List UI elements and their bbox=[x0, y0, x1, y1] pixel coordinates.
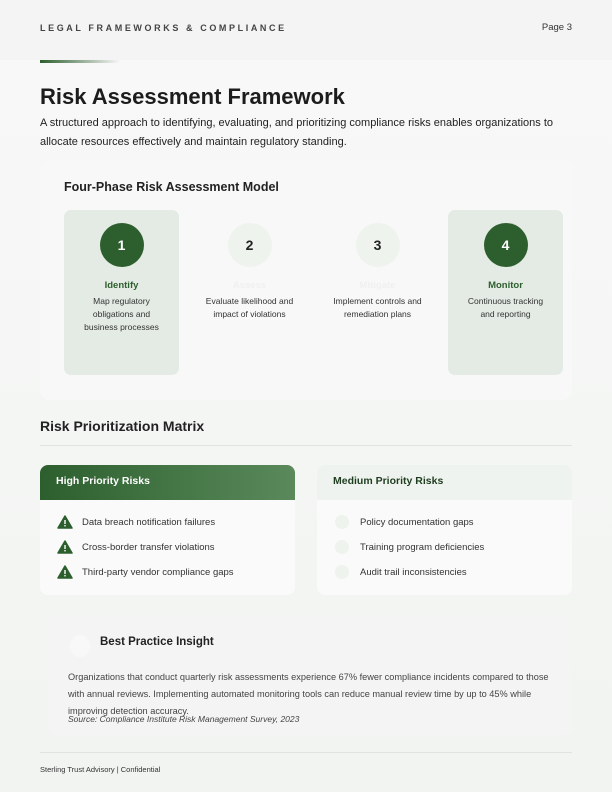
info-circle-icon bbox=[335, 565, 349, 579]
medium-priority-title: Medium Priority Risks bbox=[317, 465, 572, 500]
insight-text: Organizations that conduct quarterly ris… bbox=[68, 672, 549, 716]
footer-divider bbox=[40, 752, 572, 753]
risk-model-card: Four-Phase Risk Assessment Model 1 Ident… bbox=[40, 160, 572, 400]
phase-label: Mitigate bbox=[359, 280, 396, 291]
risk-item-label: Audit trail inconsistencies bbox=[360, 566, 467, 578]
insight-card: Best Practice Insight Organizations that… bbox=[48, 615, 572, 735]
risk-item: Audit trail inconsistencies bbox=[334, 565, 572, 579]
page-header: LEGAL FRAMEWORKS & COMPLIANCE Page 3 bbox=[0, 0, 612, 60]
matrix-title: Risk Prioritization Matrix bbox=[40, 418, 205, 434]
phase-card: 3 Mitigate Implement controls and remedi… bbox=[320, 210, 435, 375]
risk-item-label: Cross-border transfer violations bbox=[82, 541, 215, 553]
page-title: Risk Assessment Framework bbox=[40, 84, 345, 109]
phase-description: Implement controls and remediation plans bbox=[333, 296, 422, 319]
risk-item-label: Third-party vendor compliance gaps bbox=[82, 566, 234, 578]
phase-description: Map regulatory obligations and business … bbox=[84, 296, 159, 332]
phase-card: 4 Monitor Continuous tracking and report… bbox=[448, 210, 563, 375]
insight-title: Best Practice Insight bbox=[100, 636, 214, 648]
phase-number: 4 bbox=[483, 223, 528, 267]
risk-item: Third-party vendor compliance gaps bbox=[57, 565, 295, 579]
risk-item: Policy documentation gaps bbox=[334, 515, 572, 529]
phase-card: 2 Assess Evaluate likelihood and impact … bbox=[192, 210, 307, 375]
phase-label: Assess bbox=[232, 280, 267, 291]
insight-source: Source: Compliance Institute Risk Manage… bbox=[68, 714, 300, 724]
info-circle-icon bbox=[335, 540, 349, 554]
medium-priority-panel: Medium Priority Risks Policy documentati… bbox=[317, 465, 572, 595]
phase-number: 2 bbox=[227, 223, 272, 267]
risk-item-label: Training program deficiencies bbox=[360, 541, 485, 553]
info-circle-icon bbox=[335, 515, 349, 529]
phase-card: 1 Identify Map regulatory obligations an… bbox=[64, 210, 179, 375]
phase-label: Identify bbox=[104, 280, 139, 291]
risk-item-label: Policy documentation gaps bbox=[360, 516, 474, 528]
high-priority-panel: High Priority Risks Data breach notifica… bbox=[40, 465, 295, 595]
warning-triangle-icon bbox=[57, 540, 73, 554]
phase-label: Monitor bbox=[488, 280, 523, 291]
intro-text: A structured approach to identifying, ev… bbox=[40, 117, 554, 148]
model-title: Four-Phase Risk Assessment Model bbox=[64, 180, 279, 194]
lightbulb-icon bbox=[70, 635, 90, 657]
warning-triangle-icon bbox=[57, 515, 73, 529]
risk-item: Training program deficiencies bbox=[334, 540, 572, 554]
divider bbox=[40, 445, 572, 446]
risk-item: Data breach notification failures bbox=[57, 515, 295, 529]
risk-item: Cross-border transfer violations bbox=[57, 540, 295, 554]
phase-description: Evaluate likelihood and impact of violat… bbox=[205, 296, 294, 319]
warning-triangle-icon bbox=[57, 565, 73, 579]
header-title: LEGAL FRAMEWORKS & COMPLIANCE bbox=[40, 23, 287, 33]
high-priority-title: High Priority Risks bbox=[40, 465, 295, 500]
footer-text: Sterling Trust Advisory | Confidential bbox=[40, 765, 161, 774]
risk-item-label: Data breach notification failures bbox=[82, 516, 216, 528]
phase-number: 3 bbox=[355, 223, 400, 267]
phase-description: Continuous tracking and reporting bbox=[467, 296, 544, 319]
phase-number: 1 bbox=[99, 223, 144, 267]
page-number: Page 3 bbox=[541, 22, 572, 33]
accent-bar bbox=[40, 60, 120, 63]
